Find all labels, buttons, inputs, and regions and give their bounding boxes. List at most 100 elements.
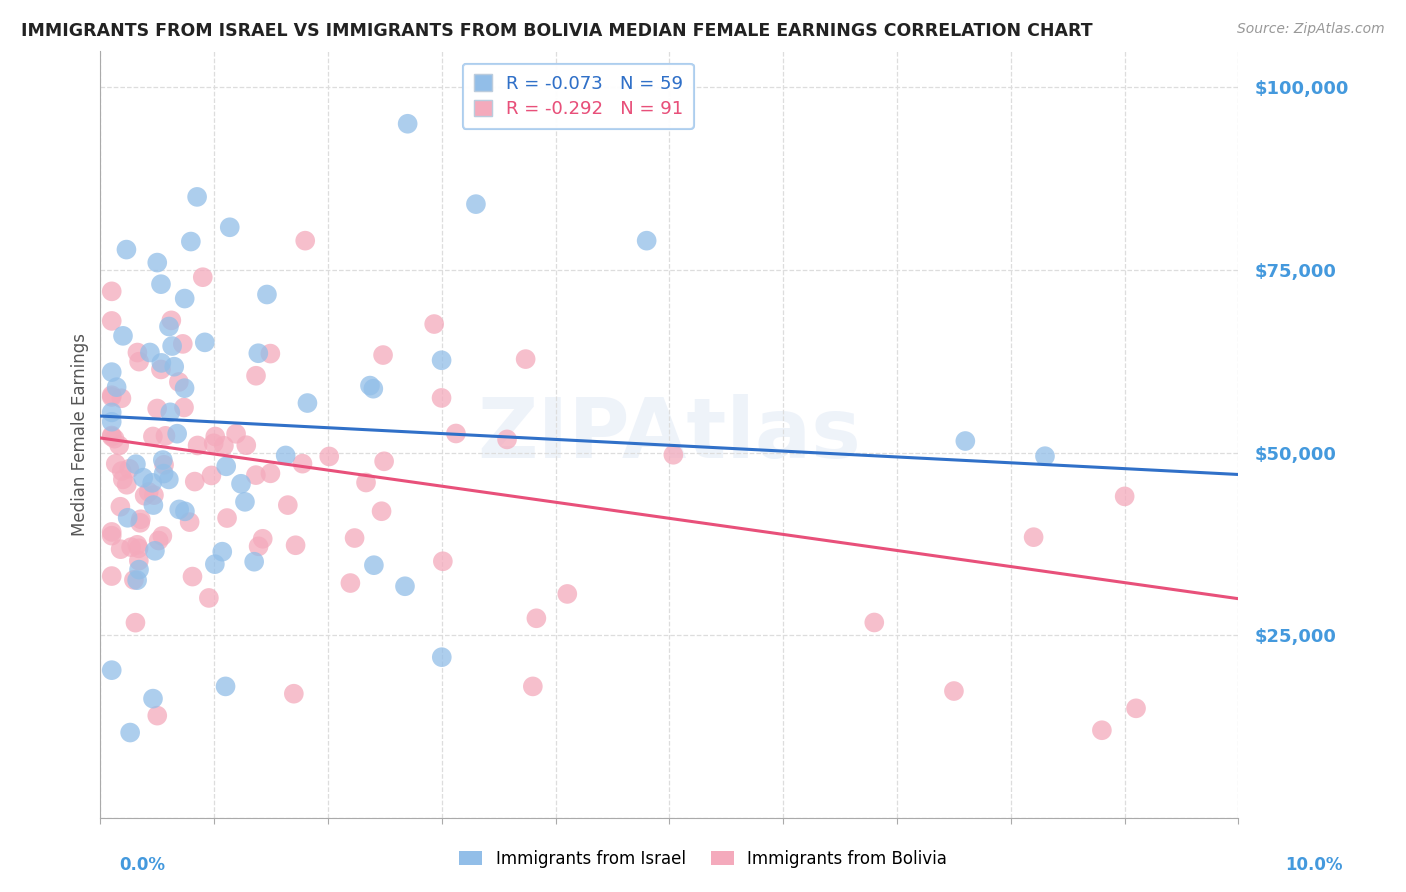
Point <box>555 587 578 601</box>
Point <box>111 472 134 486</box>
Point <box>373 454 395 468</box>
Point <box>128 541 150 556</box>
Point <box>363 382 385 396</box>
Point <box>146 255 169 269</box>
Point <box>662 448 685 462</box>
Point <box>284 538 307 552</box>
Point <box>432 554 454 568</box>
Point <box>259 467 281 481</box>
Point <box>1022 530 1045 544</box>
Point <box>187 438 209 452</box>
Point <box>141 475 163 490</box>
Point <box>515 352 537 367</box>
Point <box>142 429 165 443</box>
Point <box>863 615 886 630</box>
Point <box>394 579 416 593</box>
Point <box>274 449 297 463</box>
Point <box>118 462 141 476</box>
Point <box>204 557 226 571</box>
Point <box>318 450 340 464</box>
Point <box>100 405 122 419</box>
Point <box>110 392 132 406</box>
Point <box>259 346 281 360</box>
Point <box>138 485 160 500</box>
Point <box>204 429 226 443</box>
Point <box>132 471 155 485</box>
Point <box>129 516 152 530</box>
Point <box>252 532 274 546</box>
Point <box>218 220 240 235</box>
Point <box>149 277 172 292</box>
Point <box>128 563 150 577</box>
Legend: Immigrants from Israel, Immigrants from Bolivia: Immigrants from Israel, Immigrants from … <box>453 844 953 875</box>
Point <box>291 457 314 471</box>
Point <box>149 362 172 376</box>
Point <box>430 650 453 665</box>
Point <box>160 339 183 353</box>
Point <box>159 405 181 419</box>
Text: ZIPAtlas: ZIPAtlas <box>478 393 862 475</box>
Point <box>104 457 127 471</box>
Point <box>128 354 150 368</box>
Point <box>235 438 257 452</box>
Point <box>245 368 267 383</box>
Point <box>100 314 122 328</box>
Point <box>100 415 122 429</box>
Point <box>152 453 174 467</box>
Point <box>150 529 173 543</box>
Point <box>142 498 165 512</box>
Point <box>146 708 169 723</box>
Point <box>100 365 122 379</box>
Point <box>173 401 195 415</box>
Point <box>100 663 122 677</box>
Point <box>1091 723 1114 738</box>
Point <box>214 680 236 694</box>
Point <box>370 504 392 518</box>
Point <box>245 468 267 483</box>
Point <box>174 504 197 518</box>
Point <box>179 515 201 529</box>
Point <box>160 313 183 327</box>
Point <box>211 544 233 558</box>
Point <box>354 475 377 490</box>
Point <box>120 540 142 554</box>
Point <box>215 459 238 474</box>
Point <box>142 488 165 502</box>
Point <box>115 477 138 491</box>
Point <box>277 498 299 512</box>
Point <box>430 391 453 405</box>
Point <box>115 243 138 257</box>
Point <box>128 554 150 568</box>
Point <box>942 684 965 698</box>
Legend: R = -0.073   N = 59, R = -0.292   N = 91: R = -0.073 N = 59, R = -0.292 N = 91 <box>463 63 695 129</box>
Point <box>339 576 361 591</box>
Point <box>157 319 180 334</box>
Point <box>363 558 385 573</box>
Point <box>117 510 139 524</box>
Point <box>105 380 128 394</box>
Point <box>294 234 316 248</box>
Point <box>100 524 122 539</box>
Point <box>184 475 207 489</box>
Point <box>152 467 174 481</box>
Point <box>194 335 217 350</box>
Point <box>1033 449 1056 463</box>
Point <box>124 615 146 630</box>
Point <box>247 539 270 553</box>
Point <box>120 725 142 739</box>
Text: 10.0%: 10.0% <box>1285 855 1343 873</box>
Point <box>396 117 419 131</box>
Point <box>139 345 162 359</box>
Point <box>430 353 453 368</box>
Point <box>297 396 319 410</box>
Point <box>202 436 225 450</box>
Point <box>100 529 122 543</box>
Point <box>110 542 132 557</box>
Point <box>180 235 202 249</box>
Point <box>243 555 266 569</box>
Point <box>100 390 122 404</box>
Point <box>200 468 222 483</box>
Point <box>496 433 519 447</box>
Point <box>215 511 238 525</box>
Point <box>100 285 122 299</box>
